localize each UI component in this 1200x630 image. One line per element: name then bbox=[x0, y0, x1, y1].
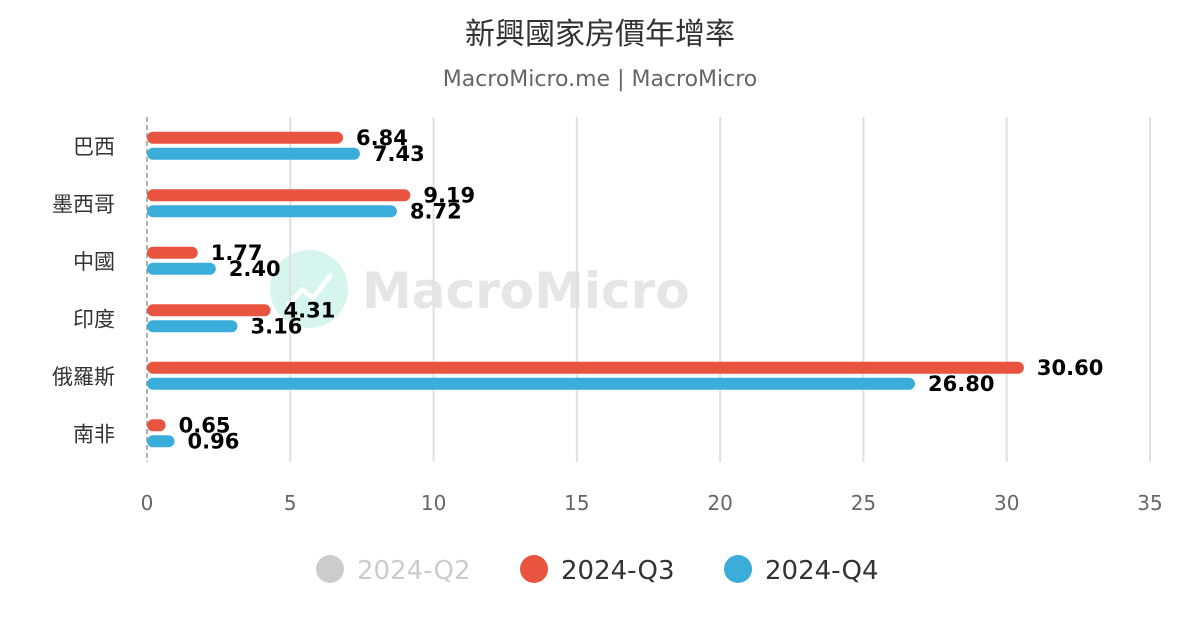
data-label: 1.77 bbox=[211, 241, 263, 265]
bar[interactable] bbox=[147, 262, 216, 275]
legend-marker bbox=[724, 555, 752, 583]
bar[interactable] bbox=[147, 320, 238, 333]
x-tick-label: 20 bbox=[707, 491, 732, 515]
x-axis-ticks: 0 5 10 15 20 25 30 35 bbox=[141, 491, 1163, 515]
bar[interactable] bbox=[147, 205, 397, 218]
data-label: 0.96 bbox=[188, 429, 240, 453]
legend-item[interactable]: 2024-Q3 bbox=[520, 555, 675, 586]
legend: 2024-Q2 2024-Q3 2024-Q4 bbox=[316, 555, 879, 586]
watermark-logo-line bbox=[286, 273, 333, 307]
data-label: 30.60 bbox=[1037, 356, 1103, 380]
legend-marker bbox=[520, 555, 548, 583]
legend-label: 2024-Q3 bbox=[561, 556, 675, 586]
category-label: 俄羅斯 bbox=[52, 365, 115, 389]
bar[interactable] bbox=[147, 131, 344, 144]
x-tick-label: 25 bbox=[851, 491, 876, 515]
chart-title: 新興國家房價年增率 bbox=[465, 17, 735, 52]
data-label: 8.72 bbox=[410, 199, 462, 223]
data-label: 26.80 bbox=[928, 372, 994, 396]
data-label: 0.65 bbox=[179, 413, 231, 437]
bar[interactable] bbox=[147, 246, 198, 259]
bar[interactable] bbox=[147, 304, 271, 317]
legend-label: 2024-Q2 bbox=[357, 556, 471, 586]
bar[interactable] bbox=[147, 189, 411, 202]
data-label: 9.19 bbox=[423, 183, 475, 207]
x-tick-label: 35 bbox=[1137, 491, 1162, 515]
x-tick-label: 30 bbox=[994, 491, 1019, 515]
category-label: 南非 bbox=[73, 422, 115, 446]
legend-label: 2024-Q4 bbox=[765, 556, 879, 586]
x-tick-label: 15 bbox=[564, 491, 589, 515]
data-label: 6.84 bbox=[356, 126, 408, 150]
chart-subtitle: MacroMicro.me | MacroMicro bbox=[443, 67, 758, 92]
bar[interactable] bbox=[147, 419, 166, 432]
bar[interactable] bbox=[147, 377, 916, 390]
data-label: 3.16 bbox=[251, 314, 303, 338]
bar[interactable] bbox=[147, 361, 1024, 374]
category-label: 印度 bbox=[73, 307, 115, 331]
category-label: 巴西 bbox=[73, 135, 115, 159]
bar[interactable] bbox=[147, 147, 360, 160]
legend-item[interactable]: 2024-Q4 bbox=[724, 555, 879, 586]
category-label: 中國 bbox=[73, 250, 115, 274]
x-tick-label: 0 bbox=[141, 491, 154, 515]
bar[interactable] bbox=[147, 435, 175, 448]
bars bbox=[147, 131, 1024, 448]
watermark-text: MacroMicro bbox=[362, 262, 690, 320]
grid bbox=[146, 117, 1151, 462]
legend-item[interactable]: 2024-Q2 bbox=[316, 555, 471, 586]
data-label: 4.31 bbox=[284, 298, 336, 322]
x-tick-label: 5 bbox=[284, 491, 297, 515]
category-label: 墨西哥 bbox=[52, 192, 115, 216]
data-label: 2.40 bbox=[229, 257, 281, 281]
data-labels: 6.847.43 9.198.72 1.772.404.313.16 30.60 26.… bbox=[179, 126, 1104, 454]
legend-marker bbox=[316, 555, 344, 583]
data-label: 7.43 bbox=[373, 142, 425, 166]
x-tick-label: 10 bbox=[421, 491, 446, 515]
